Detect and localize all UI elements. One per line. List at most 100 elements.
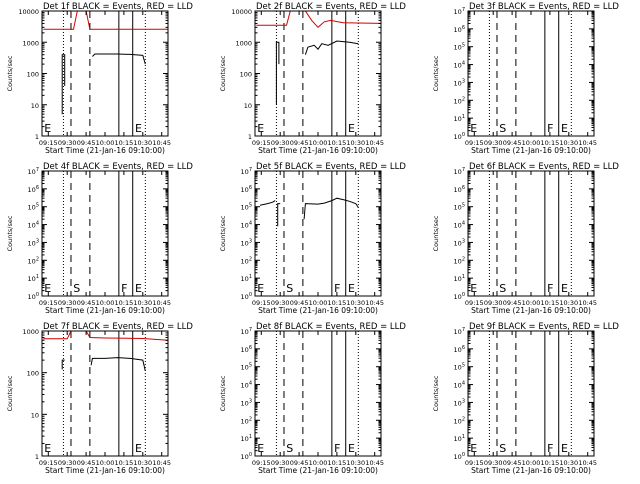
y-tick-label-exp: 5 [249, 363, 252, 369]
panel-det-7: E E 09:15 09:30 09:45 10:00 10:15 10:30 10:45 1 10… [6, 322, 193, 475]
x-tick-label: 10:00 [309, 139, 328, 147]
x-axis-label: Start Time (21-Jan-16 09:10:00) [471, 146, 591, 155]
y-tick-label-base: 10 [28, 293, 36, 301]
y-tick-label-exp: 6 [249, 345, 252, 351]
y-tick-label-base: 10 [241, 417, 249, 425]
panel-title: Det 1f BLACK = Events, RED = LLD [43, 2, 193, 12]
marker-label: E [561, 282, 568, 295]
x-tick-label: 10:45 [152, 299, 171, 307]
y-tick-label-base: 10 [241, 275, 249, 283]
y-tick-label-exp: 0 [249, 452, 252, 458]
x-tick-label: 10:00 [522, 299, 541, 307]
x-tick-label: 10:30 [133, 299, 152, 307]
y-tick-label: 106 [241, 345, 252, 354]
x-tick-label: 10:30 [559, 459, 578, 467]
y-tick-label: 102 [454, 256, 465, 265]
y-tick-label: 100 [241, 452, 252, 461]
y-tick-label-base: 10 [454, 186, 462, 194]
y-tick-label-exp: 6 [462, 185, 465, 191]
y-tick-label-exp: 7 [462, 327, 465, 333]
x-tick-label: 10:45 [152, 459, 171, 467]
x-tick-label: 10:45 [578, 459, 597, 467]
panel-det-5: E S F E09:15 09:30 09:45 10:00 10:15 10:30 10:451… [219, 162, 406, 315]
x-axis-label: Start Time (21-Jan-16 09:10:00) [471, 466, 591, 475]
x-tick-label: 10:45 [365, 299, 384, 307]
x-tick-label: 09:30 [271, 459, 290, 467]
panel-det-6: E S F E09:15 09:30 09:45 10:00 10:15 10:30 10:451… [432, 162, 619, 315]
y-tick-label: 104 [454, 61, 465, 70]
y-tick-label: 105 [454, 43, 465, 52]
y-tick-label: 107 [28, 167, 39, 176]
y-tick-label: 104 [454, 381, 465, 390]
x-tick-label: 10:45 [578, 299, 597, 307]
x-tick-label: 09:45 [290, 299, 309, 307]
y-tick-label-exp: 2 [249, 256, 252, 262]
y-tick-label-base: 10 [454, 168, 462, 176]
plot-frame [254, 10, 382, 137]
x-axis-label: Start Time (21-Jan-16 09:10:00) [258, 306, 378, 315]
y-tick-label: 107 [454, 167, 465, 176]
y-tick-label: 10 [244, 102, 252, 110]
y-tick-label: 104 [454, 221, 465, 230]
y-tick-label: 105 [241, 203, 252, 212]
y-tick-label: 105 [454, 363, 465, 372]
x-tick-label: 09:45 [503, 299, 522, 307]
y-tick-label-base: 10 [454, 435, 462, 443]
y-tick-label-exp: 5 [462, 363, 465, 369]
y-tick-label-base: 10 [241, 293, 249, 301]
x-tick-label: 09:45 [503, 459, 522, 467]
y-tick-label-base: 10 [28, 222, 36, 230]
y-tick-label: 106 [454, 185, 465, 194]
x-axis-label: Start Time (21-Jan-16 09:10:00) [45, 146, 165, 155]
x-tick-label: 09:30 [58, 459, 77, 467]
y-tick-label-exp: 0 [462, 292, 465, 298]
x-tick-label: 09:30 [58, 299, 77, 307]
y-tick-label: 101 [454, 114, 465, 123]
y-tick-label-exp: 3 [249, 238, 252, 244]
y-tick-label-exp: 3 [462, 78, 465, 84]
x-tick-label: 10:00 [522, 459, 541, 467]
y-tick-label-base: 10 [241, 204, 249, 212]
y-tick-label-base: 10 [241, 382, 249, 390]
marker-label: E [348, 282, 355, 295]
y-tick-label-base: 10 [454, 257, 462, 265]
panel-det-8: E S F E09:15 09:30 09:45 10:00 10:15 10:30 10:451… [219, 322, 406, 475]
events-series-line [303, 197, 359, 220]
y-tick-label-base: 10 [454, 453, 462, 461]
x-tick-label: 09:45 [77, 459, 96, 467]
y-tick-label-exp: 3 [36, 238, 39, 244]
y-tick-label: 1 [248, 133, 252, 141]
y-tick-label-base: 10 [241, 453, 249, 461]
x-tick-label: 10:45 [365, 459, 384, 467]
y-tick-label: 101 [241, 274, 252, 283]
y-tick-label: 102 [28, 256, 39, 265]
x-tick-label: 09:30 [484, 139, 503, 147]
x-tick-label: 10:15 [328, 139, 347, 147]
marker-label: E [257, 122, 264, 135]
y-axis-label: Counts/sec [432, 215, 440, 251]
y-tick-label: 10000 [231, 8, 252, 16]
marker-label: F [334, 282, 340, 295]
x-tick-label: 09:45 [77, 139, 96, 147]
marker-label: S [499, 442, 506, 455]
x-tick-label: 09:15 [465, 139, 484, 147]
y-tick-label-base: 10 [454, 417, 462, 425]
x-tick-label: 10:15 [115, 139, 134, 147]
y-tick-label-base: 10 [454, 222, 462, 230]
x-tick-label: 10:00 [309, 459, 328, 467]
x-tick-label: 10:30 [559, 139, 578, 147]
y-tick-label-exp: 4 [249, 221, 252, 227]
plot-frame [41, 330, 169, 457]
x-tick-label: 09:15 [252, 139, 271, 147]
y-tick-label: 107 [241, 327, 252, 336]
x-tick-label: 09:30 [484, 299, 503, 307]
x-tick-label: 10:30 [133, 139, 152, 147]
y-tick-label: 10 [31, 102, 39, 110]
plot-frame [467, 170, 595, 297]
y-tick-label: 103 [241, 238, 252, 247]
marker-label: E [135, 442, 142, 455]
x-tick-label: 09:15 [39, 459, 58, 467]
marker-label: F [547, 282, 553, 295]
y-tick-label: 101 [241, 434, 252, 443]
panel-det-9: E S F E09:15 09:30 09:45 10:00 10:15 10:30 10:451… [432, 322, 619, 475]
